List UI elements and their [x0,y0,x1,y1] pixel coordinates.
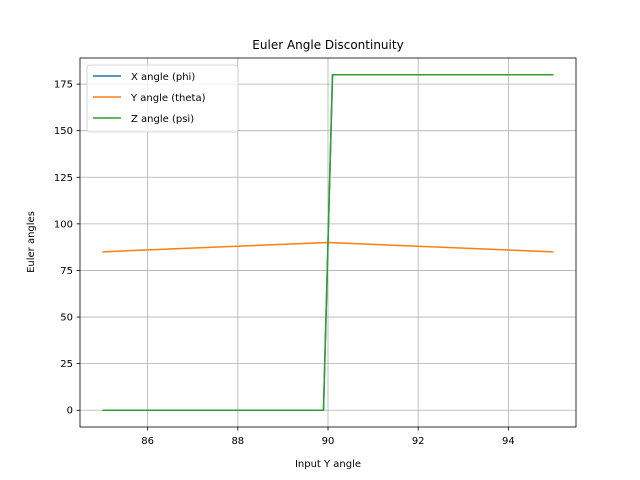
x-tick-label: 88 [231,436,244,447]
y-tick-label: 0 [67,406,73,417]
y-axis-label: Euler angles [26,211,37,273]
y-tick-label: 150 [54,126,73,137]
y-tick-label: 100 [54,219,73,230]
series-line-3 [102,74,554,411]
x-tick-label: 86 [141,436,154,447]
x-tick-label: 92 [412,436,425,447]
legend-label-2: Y angle (theta) [130,93,206,104]
legend-box [86,64,239,133]
y-tick-label: 25 [60,359,73,370]
legend-label-3: Z angle (psi) [131,114,194,125]
y-tick-label: 175 [54,80,73,91]
legend-label-1: X angle (phi) [131,72,195,83]
legend: X angle (phi) Y angle (theta) Z angle (psi… [86,64,239,133]
x-tick-label: 90 [322,436,335,447]
y-tick-label: 50 [60,313,73,324]
chart-title: Euler Angle Discontinuity [252,38,403,52]
x-tick-label: 94 [502,436,515,447]
y-tick-label: 125 [54,173,73,184]
series-lines [102,74,554,411]
y-tick-label: 75 [60,266,73,277]
axis-ticks: 86 88 90 92 94 0 25 50 75 100 125 150 175 [54,80,515,447]
x-axis-label: Input Y angle [295,459,361,470]
